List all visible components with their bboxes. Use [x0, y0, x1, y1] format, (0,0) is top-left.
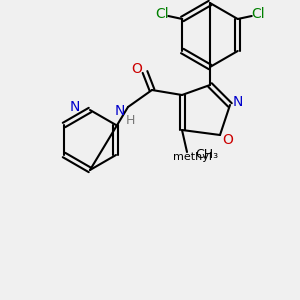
Text: CH₃: CH₃	[195, 148, 218, 160]
Text: methyl: methyl	[0, 299, 1, 300]
Text: O: O	[223, 133, 233, 147]
Text: O: O	[132, 62, 142, 76]
Text: Cl: Cl	[155, 7, 169, 21]
Text: N: N	[115, 104, 125, 118]
Text: N: N	[70, 100, 80, 114]
Text: Cl: Cl	[251, 7, 265, 21]
Text: N: N	[233, 95, 243, 109]
Text: methyl: methyl	[172, 152, 212, 162]
Text: H: H	[125, 113, 135, 127]
